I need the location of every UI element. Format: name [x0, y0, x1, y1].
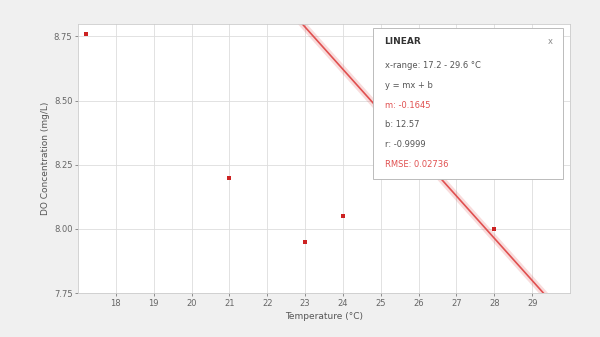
Text: x: x: [548, 37, 553, 46]
Text: RMSE: 0.02736: RMSE: 0.02736: [385, 160, 448, 169]
Text: x-range: 17.2 - 29.6 °C: x-range: 17.2 - 29.6 °C: [385, 61, 481, 70]
X-axis label: Temperature (°C): Temperature (°C): [285, 312, 363, 321]
Point: [490, 226, 499, 232]
Text: b: 12.57: b: 12.57: [385, 120, 419, 129]
Point: [81, 31, 91, 36]
Point: [550, 298, 560, 304]
FancyBboxPatch shape: [373, 28, 563, 179]
Text: y = mx + b: y = mx + b: [385, 81, 433, 90]
Point: [224, 175, 234, 180]
Text: m: -0.1645: m: -0.1645: [385, 101, 430, 110]
Y-axis label: DO Concentration (mg/L): DO Concentration (mg/L): [41, 102, 50, 215]
Point: [338, 213, 348, 219]
Point: [300, 239, 310, 245]
Text: r: -0.9999: r: -0.9999: [385, 140, 425, 149]
Text: LINEAR: LINEAR: [385, 37, 421, 46]
